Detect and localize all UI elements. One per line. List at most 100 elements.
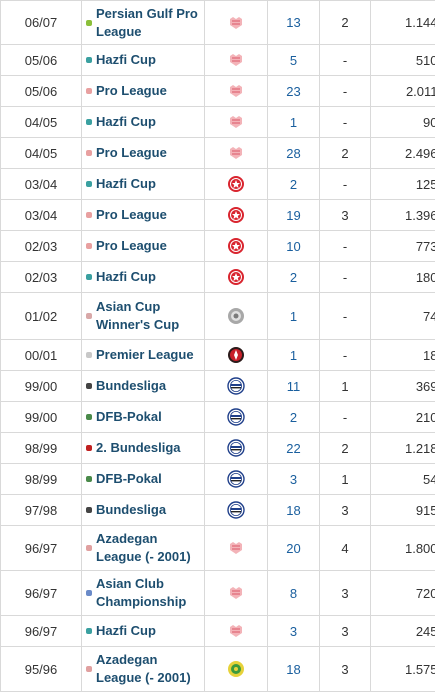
minutes-cell: 1.396' xyxy=(370,199,435,231)
appearances-link[interactable]: 19 xyxy=(267,199,320,231)
appearances-link[interactable]: 18 xyxy=(267,646,320,692)
appearances-link[interactable]: 28 xyxy=(267,137,320,169)
appearances-link[interactable]: 1 xyxy=(267,106,320,138)
competition-link[interactable]: Hazfi Cup xyxy=(96,52,156,67)
appearances-link[interactable]: 2 xyxy=(267,168,320,200)
table-row: 02/03 Hazfi Cup 2-180' xyxy=(0,261,435,293)
club-cell xyxy=(204,292,268,340)
red-round-crest-icon[interactable] xyxy=(227,206,245,224)
season-cell: 02/03 xyxy=(0,230,82,262)
appearances-link[interactable]: 5 xyxy=(267,44,320,76)
club-cell xyxy=(204,106,268,138)
competition-wrapper: Pro League xyxy=(82,82,204,100)
persepolis-crest-icon[interactable] xyxy=(227,622,245,640)
persepolis-crest-icon[interactable] xyxy=(227,51,245,69)
competition-link[interactable]: Hazfi Cup xyxy=(96,114,156,129)
competition-link[interactable]: Pro League xyxy=(96,207,167,222)
competition-wrapper: DFB-Pokal xyxy=(82,470,204,488)
yellow-green-round-crest-icon[interactable] xyxy=(227,660,245,678)
competition-link[interactable]: Azadegan League (- 2001) xyxy=(96,652,191,685)
minutes-cell: 369' xyxy=(370,370,435,402)
appearances-link[interactable]: 2 xyxy=(267,261,320,293)
grey-round-crest-icon[interactable] xyxy=(227,307,245,325)
competition-wrapper: Asian Cup Winner's Cup xyxy=(82,298,204,334)
club-cell xyxy=(204,401,268,433)
competition-cell: Pro League xyxy=(81,137,205,169)
competition-link[interactable]: Bundesliga xyxy=(96,378,167,393)
goals-cell: - xyxy=(319,339,371,371)
dark-red-round-crest-icon[interactable] xyxy=(227,346,245,364)
goals-cell: 1 xyxy=(319,370,371,402)
persepolis-crest-icon[interactable] xyxy=(227,113,245,131)
club-cell xyxy=(204,44,268,76)
goals-cell: - xyxy=(319,168,371,200)
appearances-link[interactable]: 3 xyxy=(267,615,320,647)
appearances-link[interactable]: 2 xyxy=(267,401,320,433)
competition-link[interactable]: Bundesliga xyxy=(96,502,167,517)
season-cell: 99/00 xyxy=(0,370,82,402)
bielefeld-crest-icon[interactable] xyxy=(227,377,245,395)
appearances-link[interactable]: 1 xyxy=(267,292,320,340)
competition-link[interactable]: Hazfi Cup xyxy=(96,269,156,284)
table-row: 04/05 Hazfi Cup 1-90' xyxy=(0,106,435,138)
competition-link[interactable]: DFB-Pokal xyxy=(96,409,162,424)
hazfi-cup-icon xyxy=(86,628,92,634)
persepolis-crest-icon[interactable] xyxy=(227,584,245,602)
competition-link[interactable]: Premier League xyxy=(96,347,194,362)
appearances-link[interactable]: 13 xyxy=(267,0,320,45)
goals-cell: 2 xyxy=(319,432,371,464)
competition-link[interactable]: 2. Bundesliga xyxy=(96,440,181,455)
persepolis-crest-icon[interactable] xyxy=(227,82,245,100)
pro-league-icon xyxy=(86,243,92,249)
appearances-link[interactable]: 22 xyxy=(267,432,320,464)
competition-link[interactable]: Azadegan League (- 2001) xyxy=(96,531,191,564)
bielefeld-crest-icon[interactable] xyxy=(227,408,245,426)
competition-link[interactable]: Hazfi Cup xyxy=(96,176,156,191)
appearances-link[interactable]: 8 xyxy=(267,570,320,616)
pro-league-icon xyxy=(86,212,92,218)
goals-cell: - xyxy=(319,230,371,262)
competition-link[interactable]: Asian Club Championship xyxy=(96,576,187,609)
appearances-link[interactable]: 1 xyxy=(267,339,320,371)
pro-league-icon xyxy=(86,150,92,156)
appearances-link[interactable]: 23 xyxy=(267,75,320,107)
competition-cell: Azadegan League (- 2001) xyxy=(81,646,205,692)
hazfi-cup-icon xyxy=(86,274,92,280)
appearances-link[interactable]: 11 xyxy=(267,370,320,402)
red-round-crest-icon[interactable] xyxy=(227,268,245,286)
appearances-link[interactable]: 20 xyxy=(267,525,320,571)
competition-link[interactable]: Pro League xyxy=(96,238,167,253)
competition-link[interactable]: Persian Gulf Pro League xyxy=(96,5,198,39)
bielefeld-crest-icon[interactable] xyxy=(227,501,245,519)
persepolis-crest-icon[interactable] xyxy=(227,144,245,162)
competition-link[interactable]: Hazfi Cup xyxy=(96,623,156,638)
competition-cell: 2. Bundesliga xyxy=(81,432,205,464)
minutes-cell: 210' xyxy=(370,401,435,433)
minutes-cell: 1.218' xyxy=(370,432,435,464)
club-cell xyxy=(204,494,268,526)
bielefeld-crest-icon[interactable] xyxy=(227,470,245,488)
appearances-link[interactable]: 3 xyxy=(267,463,320,495)
season-cell: 03/04 xyxy=(0,168,82,200)
red-round-crest-icon[interactable] xyxy=(227,175,245,193)
table-row: 01/02 Asian Cup Winner's Cup 1-74' xyxy=(0,292,435,340)
goals-cell: 3 xyxy=(319,494,371,526)
competition-link[interactable]: DFB-Pokal xyxy=(96,471,162,486)
competition-link[interactable]: Asian Cup Winner's Cup xyxy=(96,299,180,332)
bielefeld-crest-icon[interactable] xyxy=(227,439,245,457)
red-round-crest-icon[interactable] xyxy=(227,237,245,255)
appearances-link[interactable]: 18 xyxy=(267,494,320,526)
competition-cell: Azadegan League (- 2001) xyxy=(81,525,205,571)
persepolis-crest-icon[interactable] xyxy=(227,539,245,557)
competition-link[interactable]: Pro League xyxy=(96,83,167,98)
season-cell: 96/97 xyxy=(0,525,82,571)
appearances-link[interactable]: 10 xyxy=(267,230,320,262)
persepolis-crest-icon[interactable] xyxy=(227,14,245,32)
competition-link[interactable]: Pro League xyxy=(96,145,167,160)
season-cell: 06/07 xyxy=(0,0,82,45)
competition-wrapper: DFB-Pokal xyxy=(82,408,204,426)
minutes-cell: 90' xyxy=(370,106,435,138)
